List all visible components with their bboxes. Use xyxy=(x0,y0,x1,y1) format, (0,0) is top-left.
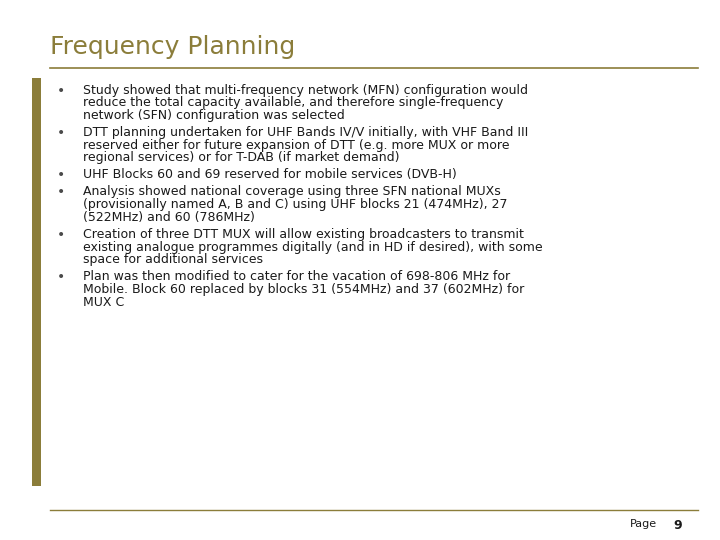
Text: MUX C: MUX C xyxy=(83,296,124,309)
Text: space for additional services: space for additional services xyxy=(83,253,263,266)
Text: network (SFN) configuration was selected: network (SFN) configuration was selected xyxy=(83,109,345,122)
Text: Analysis showed national coverage using three SFN national MUXs: Analysis showed national coverage using … xyxy=(83,186,500,199)
Text: (provisionally named A, B and C) using UHF blocks 21 (474MHz), 27: (provisionally named A, B and C) using U… xyxy=(83,198,508,211)
Text: Page: Page xyxy=(630,519,657,530)
Text: •: • xyxy=(57,84,66,98)
Text: reduce the total capacity available, and therefore single-frequency: reduce the total capacity available, and… xyxy=(83,96,503,110)
Text: •: • xyxy=(57,126,66,140)
Text: (522MHz) and 60 (786MHz): (522MHz) and 60 (786MHz) xyxy=(83,211,255,224)
Text: reserved either for future expansion of DTT (e.g. more MUX or more: reserved either for future expansion of … xyxy=(83,139,509,152)
Text: Creation of three DTT MUX will allow existing broadcasters to transmit: Creation of three DTT MUX will allow exi… xyxy=(83,228,523,241)
Text: Frequency Planning: Frequency Planning xyxy=(50,35,296,59)
Bar xyxy=(32,78,41,486)
Text: Mobile. Block 60 replaced by blocks 31 (554MHz) and 37 (602MHz) for: Mobile. Block 60 replaced by blocks 31 (… xyxy=(83,283,524,296)
Text: regional services) or for T-DAB (if market demand): regional services) or for T-DAB (if mark… xyxy=(83,151,400,165)
Text: •: • xyxy=(57,186,66,199)
Text: Study showed that multi-frequency network (MFN) configuration would: Study showed that multi-frequency networ… xyxy=(83,84,528,97)
Text: 9: 9 xyxy=(673,519,682,532)
Text: existing analogue programmes digitally (and in HD if desired), with some: existing analogue programmes digitally (… xyxy=(83,241,542,254)
Text: DTT planning undertaken for UHF Bands IV/V initially, with VHF Band III: DTT planning undertaken for UHF Bands IV… xyxy=(83,126,528,139)
Text: •: • xyxy=(57,168,66,183)
Text: Plan was then modified to cater for the vacation of 698-806 MHz for: Plan was then modified to cater for the … xyxy=(83,271,510,284)
Text: •: • xyxy=(57,271,66,284)
Text: UHF Blocks 60 and 69 reserved for mobile services (DVB-H): UHF Blocks 60 and 69 reserved for mobile… xyxy=(83,168,456,181)
Text: •: • xyxy=(57,228,66,242)
